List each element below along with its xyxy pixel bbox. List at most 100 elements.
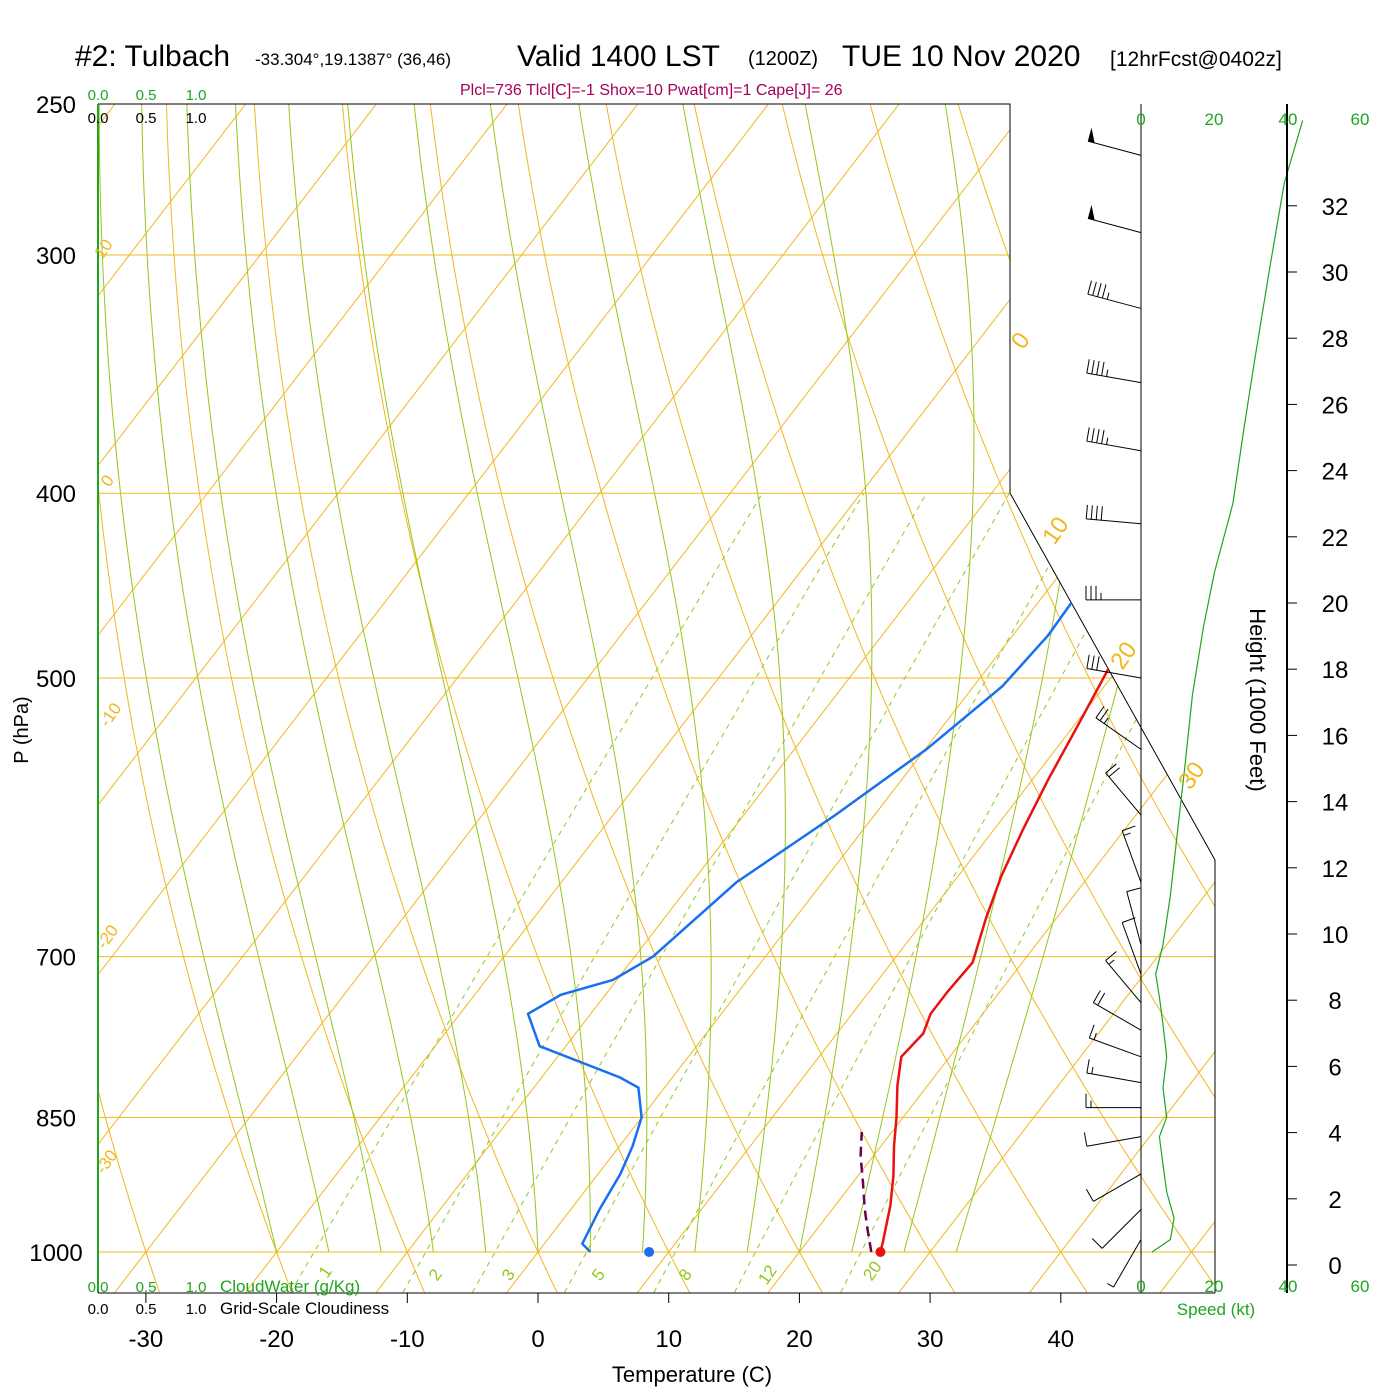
moist-adiabat <box>411 104 591 1252</box>
temperature-tick-label: -10 <box>390 1326 425 1353</box>
wind-barb-half-flag <box>1106 292 1110 300</box>
wind-barb-half-flag <box>1108 959 1115 965</box>
cloudwater-scale-label-bottom: 0.0 <box>88 1279 109 1296</box>
speed-axis-label: Speed (kt) <box>1177 1300 1255 1319</box>
wind-barb-flag <box>1091 1238 1103 1249</box>
wind-barb-flag <box>1086 359 1090 374</box>
dry-adiabat <box>98 104 293 1293</box>
pressure-tick-label: 400 <box>36 481 76 508</box>
moist-adiabat <box>798 104 873 1253</box>
cloudwater-scale-label-top: 1.0 <box>186 87 207 104</box>
isotherm-line <box>245 104 1187 1293</box>
mixing-ratio-line <box>840 492 1215 1293</box>
temperature-tick-label: -30 <box>129 1326 164 1353</box>
dry-adiabat <box>1383 70 1400 1292</box>
cloudiness-scale-label-bottom: 1.0 <box>186 1301 207 1318</box>
mixing-ratio-line <box>653 492 1090 1293</box>
isotherm-line <box>767 104 1215 1293</box>
dry-adiabat <box>252 104 558 1293</box>
wind-barb-flag <box>1091 360 1095 375</box>
cloudwater-scale-label-top: 0.0 <box>88 87 109 104</box>
wind-barb-flag <box>1096 656 1100 671</box>
mixing-ratio-line <box>290 492 763 1293</box>
wind-barb-staff <box>1095 717 1142 750</box>
wind-barb-flag <box>1092 281 1097 296</box>
temperature-tick-label: -20 <box>259 1326 294 1353</box>
cloudwater-label: CloudWater (g/Kg) <box>220 1277 360 1296</box>
isotherm-line <box>1029 104 1215 1293</box>
mixing-ratio-line <box>564 492 1010 1293</box>
moist-adiabat <box>575 104 712 1253</box>
wind-barb-flag <box>1122 825 1136 832</box>
speed-tick-label-top: 20 <box>1205 110 1224 129</box>
dewpoint-line <box>526 145 1173 1253</box>
temperature-tick-label: 30 <box>917 1326 944 1353</box>
isotherm-label: -10 <box>96 699 126 730</box>
mixing-ratio-label: 20 <box>859 1258 885 1284</box>
cloudiness-scale-label-top: 0.5 <box>136 110 157 127</box>
moist-adiabat <box>141 104 330 1253</box>
isotherm-line <box>506 104 1215 1293</box>
isotherm-line <box>0 70 10 1292</box>
wind-barb-flag <box>1099 708 1109 721</box>
wind-barb-flag <box>1090 505 1093 520</box>
dry-adiabat <box>773 104 1215 1293</box>
wind-barb-half-flag <box>1123 832 1131 836</box>
sounding-parameters: Plcl=736 Tlcl[C]=-1 Shox=10 Pwat[cm]=1 C… <box>460 82 843 99</box>
temperature-line <box>879 145 1215 1253</box>
wind-barb-flag <box>1083 1132 1088 1147</box>
temperature-tick-label: 40 <box>1047 1326 1074 1353</box>
isotherm-line <box>98 104 665 1293</box>
height-tick-label: 16 <box>1322 723 1349 750</box>
cloudiness-scale-label-top: 0.0 <box>88 110 109 127</box>
wind-barb-flag <box>1091 655 1095 670</box>
height-tick-label: 24 <box>1322 459 1349 486</box>
wind-barb-flag <box>1086 427 1090 442</box>
wind-barb-staff <box>1113 1239 1142 1288</box>
isotherm-line <box>98 104 534 1293</box>
wind-barb-staff <box>1087 217 1142 234</box>
height-tick-label: 22 <box>1322 525 1349 552</box>
isotherm-line <box>1160 104 1215 1293</box>
isotherm-label: -30 <box>92 1146 122 1177</box>
wind-barb-staff <box>1105 772 1142 816</box>
temperature-axis-label: Temperature (C) <box>612 1362 772 1387</box>
wind-barb-staff <box>1121 830 1142 883</box>
height-tick-label: 20 <box>1322 591 1349 618</box>
wind-barb-half-flag <box>1103 717 1109 724</box>
moist-adiabat <box>234 104 434 1253</box>
height-tick-label: 18 <box>1322 657 1349 684</box>
wind-barb-flag <box>1095 505 1098 520</box>
mixing-ratio-label: 2 <box>425 1266 446 1285</box>
moist-adiabat <box>185 104 382 1253</box>
temperature-tick-label: 0 <box>531 1326 544 1353</box>
cloudiness-scale-label-bottom: 0.0 <box>88 1301 109 1318</box>
mixing-ratio-line <box>402 492 865 1293</box>
isotherm-label: 10 <box>90 236 116 262</box>
temperature-tick-label: 10 <box>655 1326 682 1353</box>
wind-barb-flag <box>1085 504 1088 519</box>
valid-date: TUE 10 Nov 2020 <box>842 40 1081 73</box>
dry-adiabat <box>165 104 425 1293</box>
wind-barb-pennant <box>1087 204 1095 221</box>
height-tick-label: 32 <box>1322 194 1349 221</box>
wind-barb-flag <box>1086 1059 1090 1074</box>
wind-barb-flag <box>1105 763 1117 774</box>
cloudiness-scale-label-bottom: 0.5 <box>136 1301 157 1318</box>
station-coordinates: -33.304°,19.1387° (36,46) <box>255 50 452 69</box>
cloudiness-scale-label-top: 1.0 <box>186 110 207 127</box>
isotherm-line <box>114 104 1057 1293</box>
isotherm-label: 0 <box>97 472 118 491</box>
isotherm-label: 10 <box>1037 512 1074 549</box>
zulu-time: (1200Z) <box>748 48 819 70</box>
wind-barb-flag <box>1087 280 1092 295</box>
dry-adiabat <box>1208 104 1215 1293</box>
surface-temperature-point <box>875 1247 886 1257</box>
mixing-ratio-label: 8 <box>675 1266 696 1285</box>
wind-barb-flag <box>1101 284 1107 299</box>
speed-tick-label-bottom: 60 <box>1351 1277 1370 1296</box>
plot-boundary <box>98 103 1216 1293</box>
wind-barb-staff <box>1093 1173 1142 1202</box>
wind-barb-flag <box>1105 951 1117 961</box>
moist-adiabat <box>851 104 975 1253</box>
